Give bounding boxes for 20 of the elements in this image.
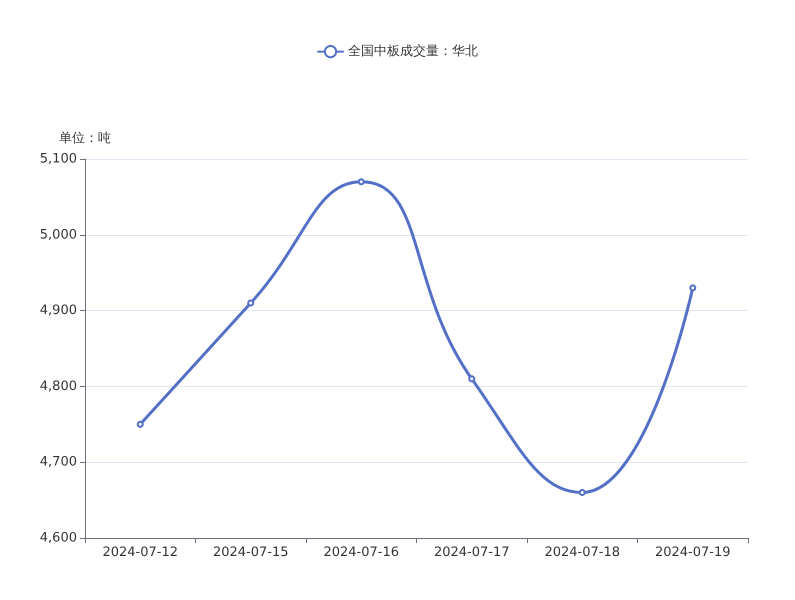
y-tick-label: 4,900 (40, 303, 77, 318)
y-axis-title: 单位：吨 (59, 131, 111, 146)
y-tick-label: 4,700 (40, 454, 77, 470)
x-tick-label: 2024-07-16 (323, 545, 400, 560)
y-tick-label: 4,800 (40, 378, 77, 394)
x-tick-label: 2024-07-18 (544, 545, 620, 560)
point (358, 178, 365, 186)
y-tick-label: 5,100 (40, 152, 77, 166)
point (468, 375, 476, 382)
point (689, 284, 696, 292)
x-tick-label: 2024-07-19 (654, 545, 731, 560)
x-tick-label: 2024-07-12 (102, 545, 178, 560)
x-tick-label: 2024-07-15 (212, 545, 289, 560)
y-tick-label: 4,600 (40, 530, 77, 546)
x-tick-label: 2024-07-17 (434, 545, 510, 560)
y-tick-label: 5,000 (40, 227, 77, 242)
point (247, 300, 254, 307)
point (578, 489, 586, 496)
legend-label: 全国中板成交量：华北 (348, 43, 478, 60)
point (136, 420, 144, 428)
